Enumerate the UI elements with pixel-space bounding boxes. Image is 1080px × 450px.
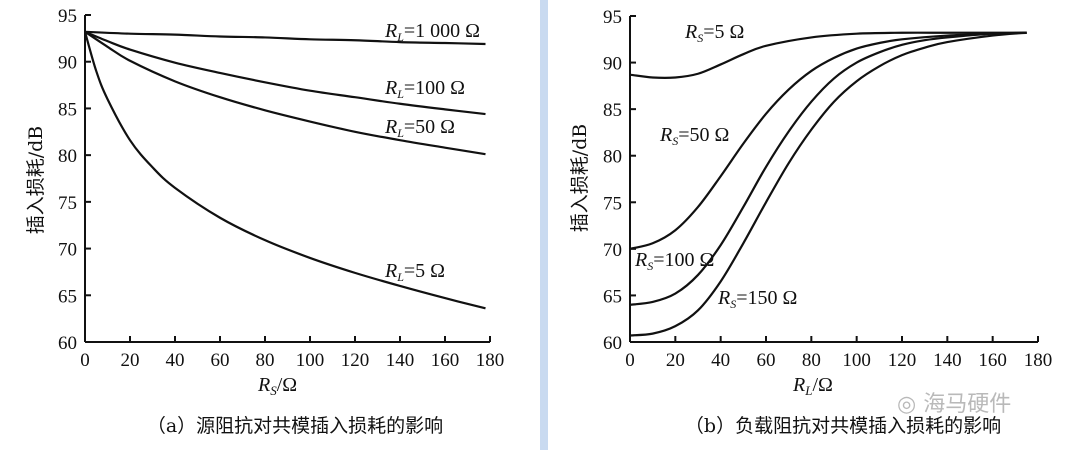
chart-load-impedance: 0 20 40 60 80 100 120 140 160 180 60 65 70 75 80 85 90 95… xyxy=(569,7,1053,437)
series-line-1 xyxy=(84,30,486,46)
x-tick-label: 120 xyxy=(341,350,370,371)
series-line-3 xyxy=(629,31,1027,306)
series-label-1: RS=5 Ω xyxy=(684,21,744,45)
x-tick-label: 140 xyxy=(933,350,962,371)
series-line-4 xyxy=(629,31,1027,337)
y-tick-label: 90 xyxy=(603,54,622,75)
series-label-1: RL=1 000 Ω xyxy=(384,20,480,44)
x-tick-label: 60 xyxy=(211,350,230,371)
y-tick-label: 75 xyxy=(58,193,77,214)
y-tick-label: 75 xyxy=(603,193,622,214)
chart-caption: （a）源阻抗对共模插入损耗的影响 xyxy=(147,415,443,437)
series-label-sub: S xyxy=(730,297,736,311)
series-label-sub: S xyxy=(672,134,678,148)
series-label-sub: L xyxy=(396,30,404,44)
x-axis-label-sub: L xyxy=(804,383,812,398)
series-line-2 xyxy=(84,30,486,116)
series-label-rest: =100 Ω xyxy=(653,249,714,271)
series-line-4 xyxy=(83,31,486,310)
series-label-main: R xyxy=(384,20,397,42)
x-tick-label: 100 xyxy=(296,350,325,371)
x-tick-label: 100 xyxy=(842,350,871,371)
y-axis-label: 插入损耗/dB xyxy=(25,126,47,235)
y-tick-label: 65 xyxy=(58,286,77,307)
x-axis-label-main: R xyxy=(257,374,270,396)
series-label-sub: L xyxy=(396,87,404,101)
series-label-3: RL=50 Ω xyxy=(384,116,455,140)
x-tick-label: 160 xyxy=(431,350,460,371)
x-axis-label: RS/Ω xyxy=(257,374,297,398)
watermark-text: 海马硬件 xyxy=(923,392,1012,417)
y-tick-label: 90 xyxy=(58,53,77,74)
x-axis-label-main: R xyxy=(792,374,805,396)
x-tick-label: 40 xyxy=(711,350,730,371)
series-label-3: RS=100 Ω xyxy=(634,249,714,273)
series-label-rest: =50 Ω xyxy=(404,116,455,138)
x-tick-label: 0 xyxy=(80,350,90,371)
x-tick-label: 160 xyxy=(978,350,1007,371)
x-axis-label: RL/Ω xyxy=(792,374,833,398)
x-tick-label: 40 xyxy=(166,350,185,371)
series-label-main: R xyxy=(384,116,397,138)
series-label-2: RL=100 Ω xyxy=(384,77,465,101)
series-label-sub: S xyxy=(697,31,703,45)
series-line-3 xyxy=(84,30,486,156)
series-label-rest: =50 Ω xyxy=(678,124,729,146)
y-tick-label: 95 xyxy=(58,6,77,27)
x-axis-label-unit: /Ω xyxy=(812,374,832,396)
series-label-rest: =1 000 Ω xyxy=(404,20,480,42)
series-label-main: R xyxy=(717,287,730,309)
y-tick-label: 60 xyxy=(58,333,77,354)
x-tick-label: 80 xyxy=(802,350,821,371)
x-tick-label: 60 xyxy=(757,350,776,371)
y-tick-label: 85 xyxy=(603,100,622,121)
x-tick-label: 120 xyxy=(888,350,917,371)
x-tick-label: 20 xyxy=(121,350,140,371)
y-tick-label: 80 xyxy=(603,147,622,168)
series-label-4: RS=150 Ω xyxy=(717,287,797,311)
x-tick-label: 0 xyxy=(625,350,635,371)
series-label-sub: L xyxy=(396,126,404,140)
series-label-rest: =5 Ω xyxy=(404,260,445,282)
series-label-2: RS=50 Ω xyxy=(659,124,729,148)
y-tick-label: 70 xyxy=(603,240,622,261)
series-label-main: R xyxy=(684,21,697,43)
panel-divider xyxy=(540,0,548,450)
x-tick-label: 20 xyxy=(666,350,685,371)
series-label-main: R xyxy=(384,260,397,282)
x-tick-label: 80 xyxy=(256,350,275,371)
series-label-main: R xyxy=(634,249,647,271)
y-tick-label: 65 xyxy=(603,286,622,307)
chart-source-impedance: 0 20 40 60 80 100 120 140 160 180 60 65 70 75 80 85 90 95… xyxy=(25,6,505,437)
series-label-rest: =100 Ω xyxy=(404,77,465,99)
y-tick-label: 95 xyxy=(603,7,622,28)
y-tick-label: 70 xyxy=(58,240,77,261)
series-label-sub: L xyxy=(396,270,404,284)
wechat-icon: ◎ xyxy=(897,392,924,417)
chart-caption: （b）负载阻抗对共模插入损耗的影响 xyxy=(685,415,1001,437)
x-tick-label: 180 xyxy=(1024,350,1053,371)
series-label-main: R xyxy=(384,77,397,99)
series-label-rest: =5 Ω xyxy=(703,21,744,43)
series-label-rest: =150 Ω xyxy=(736,287,797,309)
watermark: ◎ 海马硬件 xyxy=(897,386,1011,418)
x-tick-label: 140 xyxy=(386,350,415,371)
x-tick-label: 180 xyxy=(476,350,505,371)
y-tick-label: 60 xyxy=(603,333,622,354)
x-axis-label-sub: S xyxy=(270,383,277,398)
y-tick-label: 85 xyxy=(58,99,77,120)
x-axis-label-unit: /Ω xyxy=(277,374,297,396)
series-label-sub: S xyxy=(647,259,653,273)
series-label-main: R xyxy=(659,124,672,146)
y-axis-label: 插入损耗/dB xyxy=(569,124,591,233)
series-line-2 xyxy=(629,31,1027,250)
y-tick-label: 80 xyxy=(58,146,77,167)
series-label-4: RL=5 Ω xyxy=(384,260,445,284)
series-line-1 xyxy=(629,31,1027,79)
